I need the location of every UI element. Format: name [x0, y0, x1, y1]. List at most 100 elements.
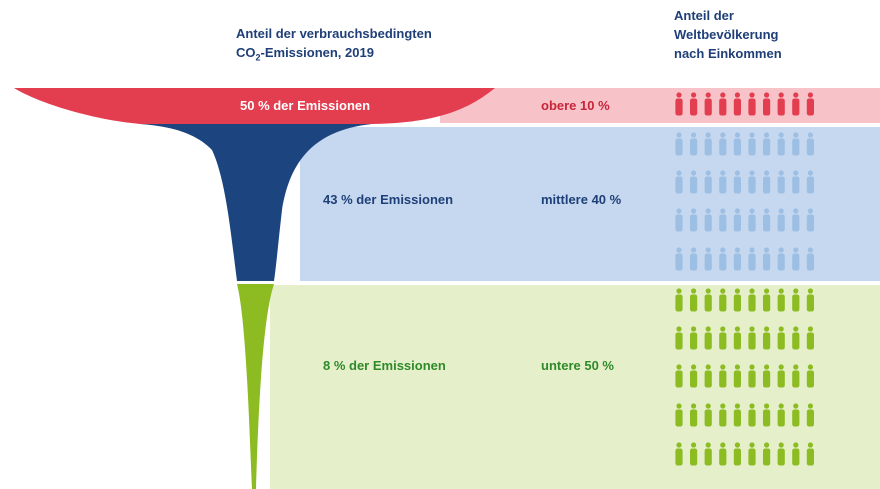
top-emission-label: 50 % der Emissionen	[240, 98, 371, 113]
bottom-person-icon	[719, 442, 727, 466]
bottom-person-icon	[792, 288, 800, 312]
bottom-person-icon	[806, 326, 814, 350]
bottom-person-icon	[690, 288, 698, 312]
bottom-person-icon	[806, 442, 814, 466]
bottom-person-icon	[763, 288, 771, 312]
bottom-person-icon	[806, 364, 814, 388]
bottom-group-label: untere 50 %	[541, 358, 614, 373]
bottom-person-icon	[777, 364, 785, 388]
co-text: CO	[236, 45, 256, 60]
top-person-icon	[690, 92, 698, 116]
top-funnel-segment	[14, 88, 495, 124]
middle-person-icon	[690, 170, 698, 194]
bottom-person-icon	[733, 403, 741, 427]
bottom-person-icon	[675, 364, 683, 388]
bottom-person-icon	[690, 364, 698, 388]
middle-person-icon	[704, 170, 712, 194]
middle-person-icon	[792, 132, 800, 156]
bottom-person-icon	[748, 442, 756, 466]
co-subscript: 2	[255, 52, 261, 63]
top-person-icon	[733, 92, 741, 116]
middle-person-icon	[763, 208, 771, 232]
bottom-emission-label: 8 % der Emissionen	[323, 358, 446, 373]
bottom-person-icon	[675, 288, 683, 312]
emissions-year-text: -Emissionen, 2019	[260, 45, 374, 60]
middle-person-icon	[806, 132, 814, 156]
population-heading-line2: Weltbevölkerung	[674, 27, 779, 42]
population-heading-line3: nach Einkommen	[674, 46, 782, 61]
bottom-person-icon	[763, 326, 771, 350]
bottom-person-icon	[792, 442, 800, 466]
top-person-icon	[675, 92, 683, 116]
top-person-icon	[704, 92, 712, 116]
bottom-person-icon	[690, 442, 698, 466]
bottom-person-icon	[777, 326, 785, 350]
middle-person-icon	[675, 170, 683, 194]
middle-person-icon	[719, 170, 727, 194]
bottom-person-icon	[704, 288, 712, 312]
bottom-person-icon	[675, 442, 683, 466]
middle-person-icon	[763, 247, 771, 271]
bottom-person-icon	[806, 403, 814, 427]
middle-person-icon	[777, 170, 785, 194]
middle-group-label: mittlere 40 %	[541, 192, 622, 207]
middle-person-icon	[690, 208, 698, 232]
bottom-person-icon	[719, 288, 727, 312]
middle-person-icon	[806, 170, 814, 194]
bottom-person-icon	[792, 364, 800, 388]
bottom-person-icon	[690, 403, 698, 427]
middle-person-icon	[748, 132, 756, 156]
bottom-person-icon	[733, 288, 741, 312]
top-person-icon	[763, 92, 771, 116]
middle-person-icon	[792, 247, 800, 271]
middle-person-icon	[675, 208, 683, 232]
bottom-person-icon	[690, 326, 698, 350]
middle-person-icon	[763, 170, 771, 194]
middle-emission-label: 43 % der Emissionen	[323, 192, 454, 207]
middle-person-icon	[763, 132, 771, 156]
bottom-person-icon	[777, 442, 785, 466]
population-heading: Anteil der Weltbevölkerung nach Einkomme…	[674, 6, 782, 63]
bottom-person-icon	[675, 326, 683, 350]
middle-person-icon	[719, 132, 727, 156]
middle-person-icon	[733, 170, 741, 194]
middle-person-icon	[704, 208, 712, 232]
top-group-label: obere 10 %	[541, 98, 610, 113]
middle-person-icon	[719, 247, 727, 271]
middle-person-icon	[733, 247, 741, 271]
bottom-person-icon	[704, 403, 712, 427]
middle-person-icon	[806, 247, 814, 271]
bottom-person-icon	[748, 403, 756, 427]
bottom-person-icon	[719, 326, 727, 350]
bottom-person-icon	[719, 364, 727, 388]
bottom-person-icon	[719, 403, 727, 427]
top-person-icon	[748, 92, 756, 116]
middle-person-icon	[704, 247, 712, 271]
bottom-person-icon	[777, 403, 785, 427]
middle-funnel-segment	[140, 124, 372, 281]
bottom-person-icon	[733, 442, 741, 466]
middle-person-icon	[806, 208, 814, 232]
bottom-person-icon	[748, 326, 756, 350]
bottom-person-icon	[792, 326, 800, 350]
bottom-person-icon	[763, 364, 771, 388]
bottom-person-icon	[763, 442, 771, 466]
bottom-person-icon	[748, 364, 756, 388]
population-heading-line1: Anteil der	[674, 8, 734, 23]
middle-person-icon	[748, 208, 756, 232]
middle-person-icon	[675, 132, 683, 156]
middle-person-icon	[777, 208, 785, 232]
bottom-person-icon	[675, 403, 683, 427]
middle-person-icon	[733, 132, 741, 156]
bottom-person-icon	[792, 403, 800, 427]
top-person-icon	[719, 92, 727, 116]
bottom-person-icon	[777, 288, 785, 312]
middle-person-icon	[690, 132, 698, 156]
emissions-heading: Anteil der verbrauchsbedingten CO2-Emiss…	[236, 24, 432, 68]
top-band	[440, 88, 880, 123]
bottom-person-icon	[733, 326, 741, 350]
bottom-person-icon	[748, 288, 756, 312]
top-person-icon	[777, 92, 785, 116]
